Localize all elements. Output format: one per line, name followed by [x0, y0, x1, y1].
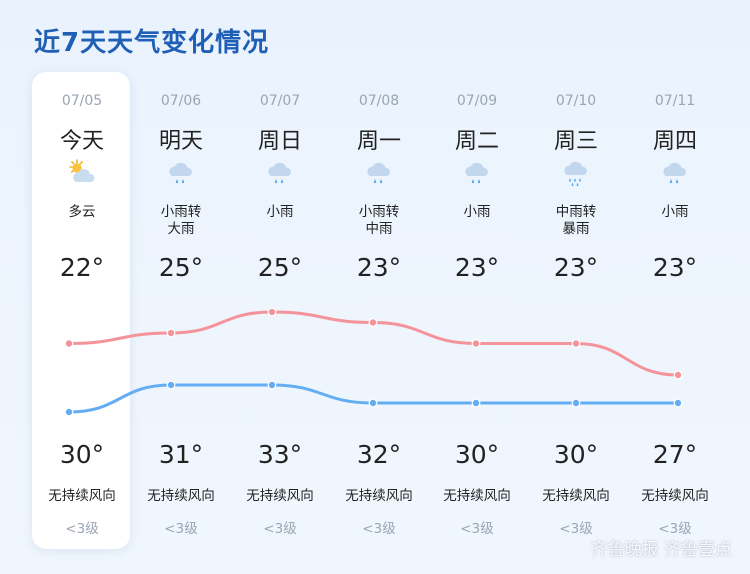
high-temp-point — [673, 370, 683, 380]
day-label: 今天 — [59, 129, 104, 154]
condition-line: 小雨 — [463, 204, 491, 220]
forecast-day-0: 07/05 今天多云 22° 30° 无持续风向 <3级 — [33, 0, 131, 574]
partly-cloudy-icon — [67, 158, 97, 188]
wind-level: <3级 — [559, 521, 593, 537]
low-temp: 22° — [59, 253, 105, 282]
condition-line: 小雨 — [661, 204, 689, 220]
day-date: 07/09 — [456, 93, 498, 109]
low-temp-point — [166, 380, 176, 390]
weather-condition: 小雨 — [626, 204, 724, 221]
low-temp: 23° — [454, 253, 500, 282]
forecast-day-5: 07/10 周三中雨转 暴雨 23° 30° 无持续风向 <3级 — [527, 0, 625, 574]
wind-level: <3级 — [362, 521, 396, 537]
condition-line: 中雨转 — [555, 204, 597, 220]
rain-cloud-icon — [660, 158, 690, 188]
day-date: 07/11 — [654, 93, 696, 109]
heavy-rain-cloud-icon — [561, 158, 591, 188]
high-temp: 31° — [158, 440, 204, 469]
day-date: 07/10 — [555, 93, 597, 109]
rain-cloud-icon — [166, 158, 196, 188]
low-temp-point — [368, 398, 378, 408]
forecast-day-4: 07/09 周二小雨 23° 30° 无持续风向 <3级 — [428, 0, 526, 574]
forecast-day-1: 07/06 明天小雨转 大雨 25° 31° 无持续风向 <3级 — [132, 0, 230, 574]
low-temp-point — [571, 398, 581, 408]
weather-condition: 小雨转 大雨 — [132, 204, 230, 238]
low-temp: 23° — [356, 253, 402, 282]
forecast-day-3: 07/08 周一小雨转 中雨 23° 32° 无持续风向 <3级 — [330, 0, 428, 574]
wind-level: <3级 — [65, 521, 99, 537]
weather-condition: 小雨 — [231, 204, 329, 221]
condition-line: 中雨 — [365, 221, 393, 237]
wind-direction: 无持续风向 — [147, 488, 215, 504]
day-label: 周日 — [257, 129, 302, 154]
wind-direction: 无持续风向 — [48, 488, 116, 504]
wind-direction: 无持续风向 — [542, 488, 610, 504]
wind-direction: 无持续风向 — [443, 488, 511, 504]
condition-line: 大雨 — [167, 221, 195, 237]
forecast-day-2: 07/07 周日小雨 25° 33° 无持续风向 <3级 — [231, 0, 329, 574]
today-highlight-card — [32, 72, 130, 549]
low-temp: 23° — [652, 253, 698, 282]
low-temp: 25° — [158, 253, 204, 282]
high-temp-point — [368, 318, 378, 327]
high-temp: 30° — [553, 440, 599, 469]
weather-condition: 多云 — [33, 204, 131, 221]
high-temp: 32° — [356, 440, 402, 469]
day-label: 明天 — [158, 129, 203, 154]
high-temp-point — [571, 339, 581, 348]
high-temp-point — [166, 328, 176, 338]
day-date: 07/05 — [61, 93, 103, 109]
rain-cloud-icon — [265, 158, 295, 188]
low-temp-point — [471, 398, 481, 408]
weather-condition: 小雨转 中雨 — [330, 204, 428, 238]
low-temp: 23° — [553, 253, 599, 282]
day-date: 07/08 — [358, 93, 400, 109]
day-label: 周四 — [652, 129, 697, 154]
wind-direction: 无持续风向 — [345, 488, 413, 504]
day-label: 周三 — [553, 129, 598, 154]
low-temp-point — [64, 407, 74, 417]
day-date: 07/06 — [160, 93, 202, 109]
wind-level: <3级 — [460, 521, 494, 537]
wind-level: <3级 — [658, 521, 692, 537]
weather-condition: 小雨 — [428, 204, 526, 221]
wind-level: <3级 — [263, 521, 297, 537]
high-temp: 33° — [257, 440, 303, 469]
condition-line: 多云 — [68, 204, 96, 220]
day-label: 周二 — [454, 129, 499, 154]
weather-condition: 中雨转 暴雨 — [527, 204, 625, 238]
page-title: 近7天天气变化情况 — [34, 28, 270, 58]
day-label: 周一 — [356, 129, 401, 154]
rain-cloud-icon — [462, 158, 492, 188]
wind-direction: 无持续风向 — [641, 488, 709, 504]
day-date: 07/07 — [259, 93, 301, 109]
condition-line: 小雨转 — [358, 204, 400, 220]
condition-line: 小雨 — [266, 204, 294, 220]
low-temp-point — [673, 398, 683, 408]
wind-direction: 无持续风向 — [246, 488, 314, 504]
condition-line: 小雨转 — [160, 204, 202, 220]
wind-level: <3级 — [164, 521, 198, 537]
high-temp: 27° — [652, 440, 698, 469]
high-temp: 30° — [59, 440, 105, 469]
forecast-day-6: 07/11 周四小雨 23° 27° 无持续风向 <3级 — [626, 0, 724, 574]
condition-line: 暴雨 — [562, 221, 590, 237]
low-temp: 25° — [257, 253, 303, 282]
low-temp-point — [267, 380, 277, 390]
rain-cloud-icon — [364, 158, 394, 188]
high-temp-point — [471, 339, 481, 348]
high-temp-point — [267, 307, 277, 317]
high-temp: 30° — [454, 440, 500, 469]
high-temp-point — [64, 339, 74, 348]
watermark: 齐鲁晚报 齐鲁壹点 — [590, 540, 732, 560]
